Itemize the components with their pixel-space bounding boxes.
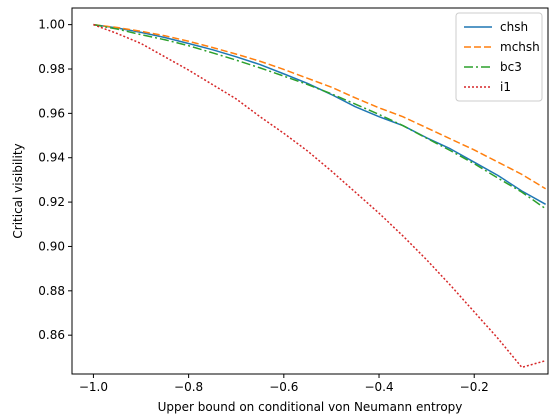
series-layer	[93, 23, 547, 369]
legend: chsh mchsh bc3 i1	[455, 12, 543, 102]
x-tick-label: −0.6	[269, 380, 298, 394]
y-tick-label: 1.00	[38, 18, 65, 32]
y-tick-label: 0.94	[38, 151, 65, 165]
x-tick-label: −0.4	[364, 380, 393, 394]
series-line-mchsh	[93, 23, 547, 190]
legend-box	[455, 12, 543, 102]
x-axis-label: Upper bound on conditional von Neumann e…	[158, 400, 463, 414]
x-tick-label: −0.2	[460, 380, 489, 394]
y-axis-label: Critical visibility	[11, 143, 25, 238]
y-tick-label: 0.90	[38, 239, 65, 253]
y-tick-label: 0.86	[38, 328, 65, 342]
x-tick-label: −0.8	[174, 380, 203, 394]
y-tick-label: 0.92	[38, 195, 65, 209]
x-axis-ticks: −1.0 −0.8 −0.6 −0.4 −0.2	[79, 374, 489, 394]
legend-label-i1: i1	[500, 80, 511, 94]
y-tick-label: 0.96	[38, 106, 65, 120]
legend-label-mchsh: mchsh	[500, 40, 540, 54]
x-tick-label: −1.0	[79, 380, 108, 394]
series-line-chsh	[93, 23, 546, 205]
plot-frame	[71, 7, 549, 375]
legend-label-chsh: chsh	[500, 20, 528, 34]
legend-label-bc3: bc3	[500, 60, 522, 74]
y-tick-label: 0.98	[38, 62, 65, 76]
series-line-i1	[93, 23, 546, 369]
y-tick-label: 0.88	[38, 284, 65, 298]
y-axis-ticks: 0.86 0.88 0.90 0.92 0.94 0.96 0.98 1.00	[38, 18, 72, 342]
